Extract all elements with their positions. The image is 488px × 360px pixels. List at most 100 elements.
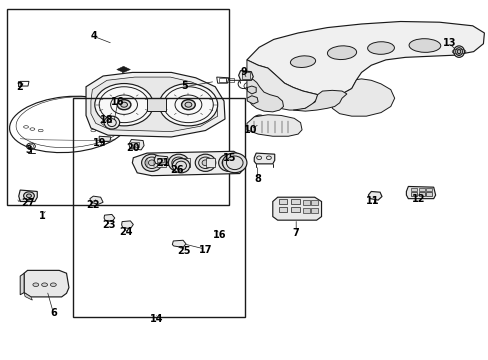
Text: 13: 13 — [442, 38, 455, 48]
Polygon shape — [104, 215, 115, 222]
Text: 22: 22 — [86, 200, 100, 210]
Polygon shape — [238, 71, 253, 80]
Polygon shape — [99, 136, 111, 141]
Ellipse shape — [225, 160, 232, 166]
Bar — [302, 200, 309, 205]
Ellipse shape — [117, 100, 131, 110]
Text: 17: 17 — [198, 245, 212, 255]
Ellipse shape — [290, 56, 315, 67]
Bar — [18, 82, 21, 86]
Text: 11: 11 — [365, 196, 378, 206]
Ellipse shape — [33, 283, 39, 287]
Ellipse shape — [50, 283, 56, 287]
Bar — [410, 188, 416, 192]
Ellipse shape — [175, 160, 182, 166]
Text: 19: 19 — [92, 139, 106, 148]
Polygon shape — [246, 22, 484, 96]
Polygon shape — [122, 221, 133, 229]
Polygon shape — [147, 98, 166, 111]
Bar — [157, 158, 165, 167]
Text: 9: 9 — [240, 67, 246, 77]
Ellipse shape — [142, 154, 162, 171]
Bar — [278, 207, 287, 212]
Polygon shape — [129, 139, 144, 150]
Ellipse shape — [202, 160, 208, 166]
Text: 15: 15 — [223, 153, 236, 163]
Polygon shape — [24, 293, 32, 300]
Text: 18: 18 — [100, 115, 114, 125]
Ellipse shape — [172, 158, 189, 173]
Text: 21: 21 — [156, 158, 169, 168]
Text: 24: 24 — [120, 227, 133, 237]
Bar — [157, 158, 163, 162]
Ellipse shape — [408, 39, 440, 52]
Bar — [6, 9, 228, 205]
Text: 12: 12 — [411, 194, 425, 204]
Text: 25: 25 — [177, 246, 190, 256]
Polygon shape — [293, 90, 346, 111]
Bar — [181, 158, 189, 167]
Polygon shape — [246, 96, 258, 104]
Polygon shape — [86, 72, 224, 137]
Ellipse shape — [121, 102, 127, 107]
Bar — [290, 207, 299, 212]
Ellipse shape — [367, 42, 394, 54]
Bar — [73, 98, 245, 317]
Polygon shape — [91, 77, 217, 132]
Text: 2: 2 — [16, 82, 22, 92]
Ellipse shape — [23, 192, 34, 200]
Bar — [310, 200, 318, 205]
Text: 10: 10 — [244, 125, 257, 135]
Bar — [425, 188, 431, 192]
Polygon shape — [254, 153, 274, 164]
Ellipse shape — [195, 154, 215, 171]
Ellipse shape — [453, 46, 464, 57]
Bar — [302, 208, 309, 213]
Ellipse shape — [218, 154, 239, 171]
Polygon shape — [19, 190, 37, 202]
Bar — [278, 199, 287, 204]
Bar — [131, 142, 139, 147]
Ellipse shape — [327, 46, 356, 59]
Polygon shape — [154, 156, 168, 165]
Polygon shape — [24, 270, 69, 297]
Text: 7: 7 — [292, 228, 299, 238]
Text: 8: 8 — [254, 174, 261, 184]
Ellipse shape — [104, 116, 120, 129]
Polygon shape — [172, 240, 185, 247]
Bar — [425, 192, 431, 196]
Bar — [418, 188, 424, 192]
Polygon shape — [406, 186, 435, 199]
Bar — [242, 72, 249, 79]
Ellipse shape — [456, 50, 460, 54]
Polygon shape — [272, 197, 321, 220]
Polygon shape — [20, 273, 24, 295]
Polygon shape — [367, 192, 381, 200]
Polygon shape — [247, 86, 256, 94]
Text: 23: 23 — [102, 220, 116, 230]
Ellipse shape — [41, 283, 47, 287]
Polygon shape — [246, 60, 317, 110]
Bar — [290, 199, 299, 204]
Ellipse shape — [181, 100, 195, 110]
Polygon shape — [90, 196, 103, 204]
Bar — [218, 78, 225, 82]
Polygon shape — [246, 80, 283, 112]
Polygon shape — [117, 66, 130, 72]
Text: 16: 16 — [111, 97, 124, 107]
Ellipse shape — [184, 102, 191, 107]
Bar — [226, 78, 233, 82]
Ellipse shape — [257, 118, 261, 121]
Text: 5: 5 — [181, 81, 188, 91]
Text: 1: 1 — [39, 211, 45, 221]
Polygon shape — [132, 151, 243, 176]
Text: 4: 4 — [91, 31, 98, 41]
Polygon shape — [246, 115, 302, 136]
Text: 26: 26 — [170, 165, 183, 175]
Text: 6: 6 — [50, 309, 57, 318]
Text: 14: 14 — [150, 314, 163, 324]
Ellipse shape — [95, 84, 153, 126]
Bar — [310, 208, 318, 213]
Text: 16: 16 — [213, 230, 226, 239]
Bar — [410, 192, 416, 196]
